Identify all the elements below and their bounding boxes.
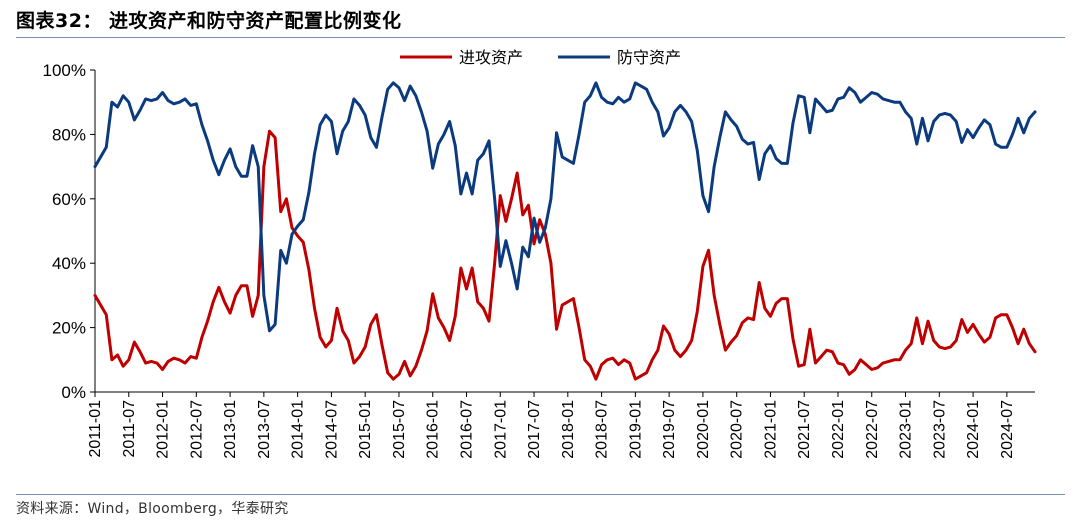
x-tick-label: 2011-01 xyxy=(87,400,104,458)
y-tick-label: 80% xyxy=(52,125,86,144)
x-tick-label: 2022-07 xyxy=(864,400,881,459)
x-tick-label: 2016-01 xyxy=(425,400,442,459)
x-tick-label: 2014-07 xyxy=(323,400,340,459)
x-tick-label: 2016-07 xyxy=(458,400,475,459)
x-tick-label: 2013-01 xyxy=(222,400,239,459)
legend: 进攻资产 防守资产 xyxy=(400,48,681,67)
x-tick-label: 2020-07 xyxy=(729,400,746,459)
x-tick-label: 2024-01 xyxy=(965,400,982,459)
x-tick-label: 2017-01 xyxy=(492,400,509,459)
x-tick-label: 2023-01 xyxy=(898,400,915,459)
series-layer xyxy=(93,81,1037,381)
figure-title: 图表32： 进攻资产和防守资产配置比例变化 xyxy=(16,10,402,32)
y-tick-label: 60% xyxy=(52,190,86,209)
x-tick-label: 2021-07 xyxy=(796,400,813,459)
x-tick-label: 2015-01 xyxy=(357,400,374,459)
top-divider xyxy=(16,37,1065,38)
x-tick-label: 2017-07 xyxy=(526,400,543,459)
x-tick-label: 2014-01 xyxy=(290,400,307,459)
x-tick-label: 2020-01 xyxy=(695,400,712,459)
series-line-defense xyxy=(93,81,1037,333)
x-tick-label: 2023-07 xyxy=(931,400,948,459)
y-tick-label: 40% xyxy=(52,254,86,273)
x-tick-label: 2012-07 xyxy=(188,400,205,459)
legend-label-offense: 进攻资产 xyxy=(459,48,523,67)
x-tick-label: 2024-07 xyxy=(999,400,1016,459)
x-tick-label: 2018-01 xyxy=(560,400,577,459)
y-tick-label: 0% xyxy=(61,383,86,402)
bottom-divider xyxy=(16,494,1065,495)
x-tick-label: 2018-07 xyxy=(594,400,611,459)
x-tick-label: 2019-01 xyxy=(627,400,644,459)
line-chart: 0% 20% 40% 60% 80% 100% 2011-01 2011-07 2012-01 2… xyxy=(43,48,1037,459)
x-tick-label: 2021-01 xyxy=(762,400,779,459)
x-tick-label: 2022-01 xyxy=(830,400,847,459)
source-note: 资料来源：Wind，Bloomberg，华泰研究 xyxy=(16,501,289,517)
x-tick-label: 2015-07 xyxy=(391,400,408,459)
y-tick-label: 20% xyxy=(52,319,86,338)
series-line-offense xyxy=(93,129,1037,381)
x-tick-label: 2011-07 xyxy=(121,400,138,458)
y-tick-label: 100% xyxy=(43,61,86,80)
x-tick-label: 2012-01 xyxy=(155,400,172,459)
x-tick-label: 2019-07 xyxy=(661,400,678,459)
x-tick-label: 2013-07 xyxy=(256,400,273,459)
legend-label-defense: 防守资产 xyxy=(617,48,681,67)
axes-layer: 0% 20% 40% 60% 80% 100% 2011-01 2011-07 2012-01 2… xyxy=(43,61,1035,459)
